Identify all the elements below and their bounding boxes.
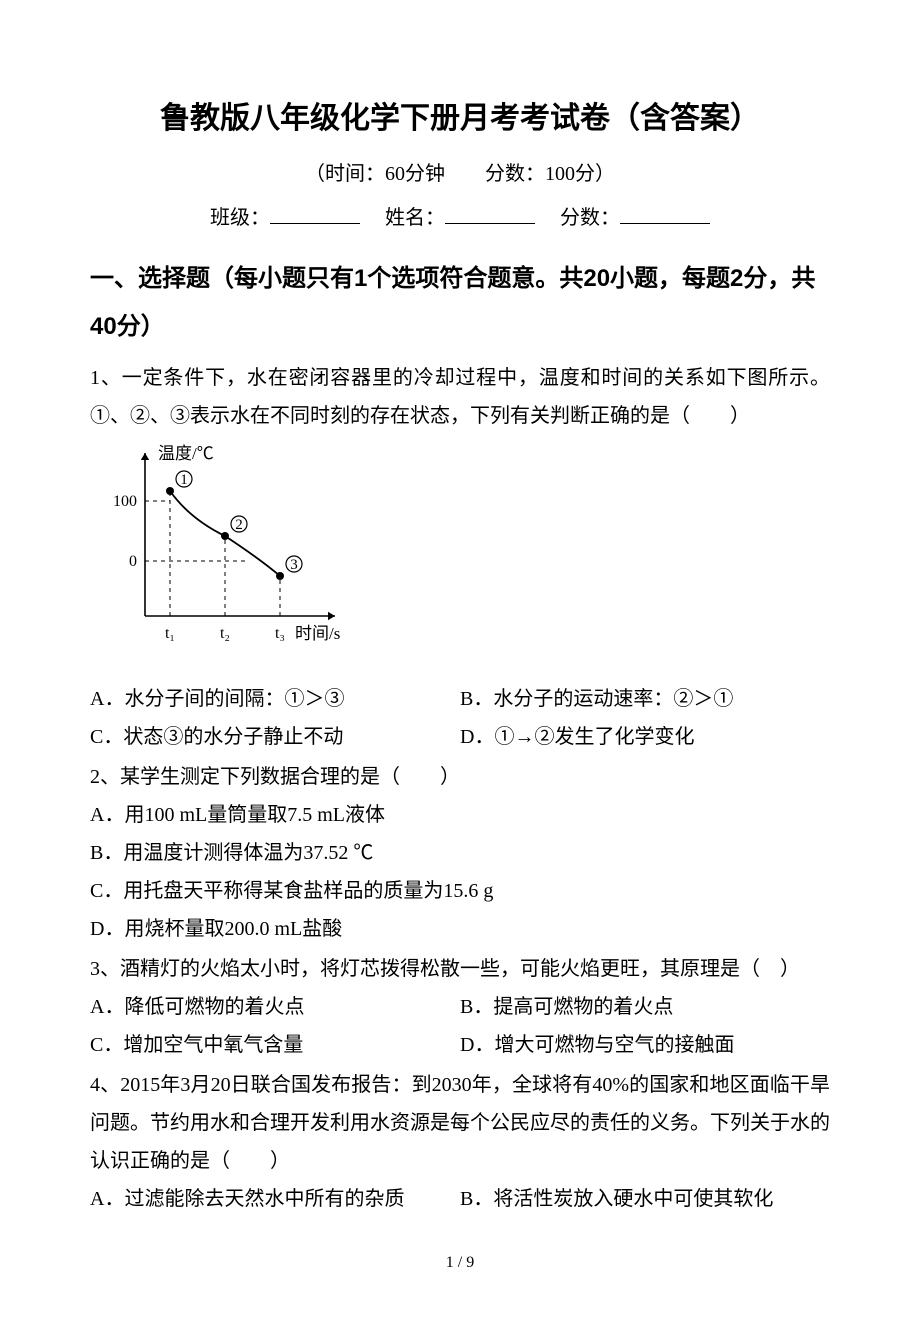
q2-stem: 2、某学生测定下列数据合理的是（ ） <box>90 758 830 796</box>
name-label: 姓名： <box>385 207 445 229</box>
q4-optB: B．将活性炭放入硬水中可使其软化 <box>460 1180 830 1218</box>
q4-options: A．过滤能除去天然水中所有的杂质 B．将活性炭放入硬水中可使其软化 <box>90 1180 830 1218</box>
q3-optB: B．提高可燃物的着火点 <box>460 988 830 1026</box>
q3-optC: C．增加空气中氧气含量 <box>90 1026 460 1064</box>
svg-text:2: 2 <box>235 517 243 533</box>
q4-stem: 4、2015年3月20日联合国发布报告：到2030年，全球将有40%的国家和地区… <box>90 1066 830 1180</box>
q1-options: A．水分子间的间隔：①＞③ B．水分子的运动速率：②＞① C．状态③的水分子静止… <box>90 680 830 756</box>
q3-optD: D．增大可燃物与空气的接触面 <box>460 1026 830 1064</box>
svg-text:温度/℃: 温度/℃ <box>158 444 214 463</box>
q1-optD: D．①→②发生了化学变化 <box>460 718 830 756</box>
svg-text:时间/s: 时间/s <box>295 624 340 643</box>
name-blank[interactable] <box>445 203 535 224</box>
svg-text:0: 0 <box>129 553 137 570</box>
q1-stem: 1、一定条件下，水在密闭容器里的冷却过程中，温度和时间的关系如下图所示。①、②、… <box>90 359 830 435</box>
svg-text:100: 100 <box>113 493 137 510</box>
class-blank[interactable] <box>270 203 360 224</box>
svg-text:t₁: t₁ <box>165 625 175 642</box>
q1-optC: C．状态③的水分子静止不动 <box>90 718 460 756</box>
q4-optA: A．过滤能除去天然水中所有的杂质 <box>90 1180 460 1218</box>
q3-optA: A．降低可燃物的着火点 <box>90 988 460 1026</box>
svg-text:t₃: t₃ <box>275 625 285 642</box>
q2-optB: B．用温度计测得体温为37.52 ℃ <box>90 834 830 872</box>
class-label: 班级： <box>210 207 270 229</box>
section-1-heading: 一、选择题（每小题只有1个选项符合题意。共20小题，每题2分，共40分） <box>90 255 830 351</box>
svg-text:1: 1 <box>180 472 188 488</box>
svg-text:3: 3 <box>290 557 298 573</box>
page-number: 1 / 9 <box>90 1248 830 1278</box>
q2-optD: D．用烧杯量取200.0 mL盐酸 <box>90 910 830 948</box>
q1-optA: A．水分子间的间隔：①＞③ <box>90 680 460 718</box>
score-label: 分数： <box>560 207 620 229</box>
q3-stem: 3、酒精灯的火焰太小时，将灯芯拨得松散一些，可能火焰更旺，其原理是（ ） <box>90 950 830 988</box>
student-info-line: 班级： 姓名： 分数： <box>90 199 830 237</box>
q2-optA: A．用100 mL量筒量取7.5 mL液体 <box>90 796 830 834</box>
q3-options: A．降低可燃物的着火点 B．提高可燃物的着火点 C．增加空气中氧气含量 D．增大… <box>90 988 830 1064</box>
q1-optB: B．水分子的运动速率：②＞① <box>460 680 830 718</box>
score-blank[interactable] <box>620 203 710 224</box>
q2-options: A．用100 mL量筒量取7.5 mL液体 B．用温度计测得体温为37.52 ℃… <box>90 796 830 948</box>
exam-subtitle: （时间：60分钟 分数：100分） <box>90 155 830 193</box>
q2-optC: C．用托盘天平称得某食盐样品的质量为15.6 g <box>90 872 830 910</box>
exam-title: 鲁教版八年级化学下册月考考试卷（含答案） <box>90 90 830 147</box>
q1-chart: 100 0 t₁ t₂ t₃ 1 2 3 温度/℃ 时间/s <box>90 441 830 674</box>
svg-text:t₂: t₂ <box>220 625 230 642</box>
